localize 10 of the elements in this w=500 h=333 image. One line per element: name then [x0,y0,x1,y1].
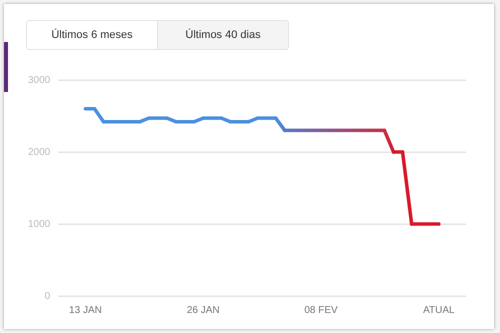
x-tick-label: ATUAL [423,304,455,316]
y-tick-label: 0 [44,290,51,302]
x-tick-label: 13 JAN [69,304,102,316]
y-tick-label: 1000 [28,218,51,230]
x-tick-label: 26 JAN [186,304,220,316]
text: Últimos 40 dias [157,21,288,49]
text: Últimos 6 meses [27,21,157,49]
y-tick-label: 3000 [28,74,51,86]
y-tick-label: 2000 [28,146,51,158]
x-tick-label: 08 FEV [304,304,338,316]
